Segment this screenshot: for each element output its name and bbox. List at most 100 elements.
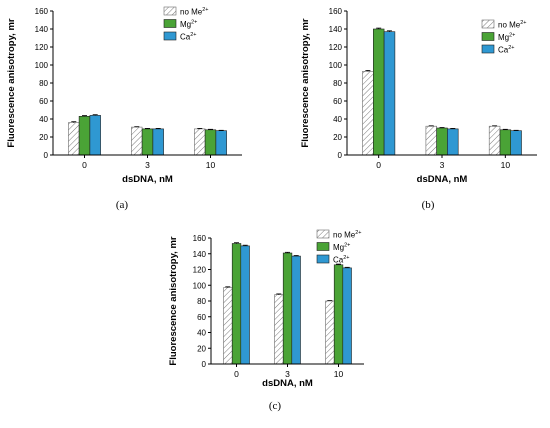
bar-mg-3 xyxy=(436,127,448,156)
legend-swatch-mg xyxy=(163,19,177,28)
legend-swatch-no-me xyxy=(316,229,330,239)
y-tick-label: 100 xyxy=(193,281,207,290)
bar-ca-3 xyxy=(447,128,459,156)
legend-superscript: 2+ xyxy=(190,32,196,38)
legend-swatch-ca xyxy=(481,44,495,54)
bar-ca-0 xyxy=(383,31,396,156)
legend-name: no Me xyxy=(498,21,521,30)
x-axis-label: dsDNA, nM xyxy=(262,378,313,389)
y-tick-label: 160 xyxy=(193,234,207,243)
bar-mg-3 xyxy=(141,128,154,156)
legend-superscript: 2+ xyxy=(343,255,349,261)
bar-no-me-3 xyxy=(425,125,437,156)
legend-superscript: 2+ xyxy=(508,45,514,51)
legend-name: Ca xyxy=(498,46,509,55)
y-tick-label: 40 xyxy=(39,115,48,124)
legend-swatch-mg xyxy=(481,32,495,41)
y-tick-label: 120 xyxy=(329,43,343,52)
legend-swatch-no-me xyxy=(481,19,495,29)
legend-swatch-mg xyxy=(316,242,330,251)
bar-mg-0 xyxy=(372,28,385,156)
bar-mg-10 xyxy=(204,129,217,156)
bar-ca-0 xyxy=(240,245,250,365)
legend-name: Mg xyxy=(498,33,509,42)
y-tick-label: 0 xyxy=(202,360,207,369)
bar-no-me-3 xyxy=(274,294,284,365)
bar-no-me-0 xyxy=(223,287,233,365)
y-tick-label: 100 xyxy=(329,61,343,70)
bar-no-me-10 xyxy=(488,125,501,156)
x-axis-label: dsDNA, nM xyxy=(417,174,468,185)
x-tick-label: 10 xyxy=(334,369,344,379)
x-tick-label: 0 xyxy=(234,369,239,379)
y-tick-label: 160 xyxy=(35,7,49,16)
legend-name: Mg xyxy=(333,243,344,252)
x-tick-label: 10 xyxy=(206,160,216,170)
y-tick-label: 80 xyxy=(197,297,206,306)
legend-label-ca: Ca2+ xyxy=(333,255,350,265)
y-tick-label: 40 xyxy=(333,115,342,124)
y-tick-label: 20 xyxy=(39,133,48,142)
x-tick-label: 3 xyxy=(285,369,290,379)
y-tick-label: 120 xyxy=(35,43,49,52)
bar-ca-0 xyxy=(89,115,101,156)
legend-name: Mg xyxy=(180,20,191,29)
legend-label-ca: Ca2+ xyxy=(498,45,515,55)
legend-superscript: 2+ xyxy=(191,20,197,26)
legend-superscript: 2+ xyxy=(509,33,515,39)
y-tick-label: 0 xyxy=(44,151,49,160)
y-tick-label: 40 xyxy=(197,329,206,338)
x-tick-label: 3 xyxy=(145,160,150,170)
panel-caption: (c) xyxy=(269,400,282,412)
legend-swatch-no-me xyxy=(163,6,177,16)
bar-no-me-10 xyxy=(194,128,206,156)
bar-no-me-0 xyxy=(68,122,80,156)
legend-swatch-ca xyxy=(163,31,177,41)
x-tick-label: 0 xyxy=(82,160,87,170)
bar-ca-10 xyxy=(215,130,227,156)
legend-label-mg: Mg2+ xyxy=(333,243,350,253)
y-tick-label: 60 xyxy=(39,97,48,106)
y-tick-label: 100 xyxy=(35,61,49,70)
y-axis-label: Fluorescence anisotropy, mr xyxy=(168,236,179,365)
legend-swatch-ca xyxy=(316,254,330,264)
legend-name: Ca xyxy=(333,256,344,265)
bar-no-me-0 xyxy=(362,71,374,156)
y-tick-label: 140 xyxy=(35,25,49,34)
bar-no-me-3 xyxy=(131,126,143,156)
legend-label-mg: Mg2+ xyxy=(180,20,197,30)
y-tick-label: 140 xyxy=(329,25,343,34)
y-tick-label: 60 xyxy=(197,313,206,322)
y-axis-label: Fluorescence anisotropy, mr xyxy=(6,18,17,147)
bar-ca-3 xyxy=(152,128,164,156)
panel-caption: (b) xyxy=(422,199,435,211)
y-tick-label: 160 xyxy=(329,7,343,16)
y-tick-label: 60 xyxy=(333,97,342,106)
x-tick-label: 10 xyxy=(501,160,511,170)
x-tick-label: 0 xyxy=(376,160,381,170)
y-tick-label: 0 xyxy=(338,151,343,160)
legend-name: no Me xyxy=(333,231,356,240)
y-tick-label: 140 xyxy=(193,250,207,259)
legend-name: no Me xyxy=(180,8,203,17)
legend-superscript: 2+ xyxy=(355,230,361,236)
bar-ca-10 xyxy=(342,267,352,365)
bar-mg-0 xyxy=(78,116,91,156)
y-axis-label: Fluorescence anisotropy, mr xyxy=(300,18,311,147)
y-tick-label: 20 xyxy=(197,344,206,353)
legend-superscript: 2+ xyxy=(344,243,350,249)
legend-label-ca: Ca2+ xyxy=(180,32,197,42)
legend-label-no-me: no Me2+ xyxy=(498,20,527,30)
bar-ca-10 xyxy=(510,130,522,156)
bar-mg-10 xyxy=(333,264,344,365)
bar-no-me-10 xyxy=(325,300,335,365)
bar-mg-10 xyxy=(499,129,512,156)
bar-mg-0 xyxy=(231,243,242,365)
x-tick-label: 3 xyxy=(440,160,445,170)
x-axis-label: dsDNA, nM xyxy=(122,174,173,185)
y-tick-label: 120 xyxy=(193,266,207,275)
